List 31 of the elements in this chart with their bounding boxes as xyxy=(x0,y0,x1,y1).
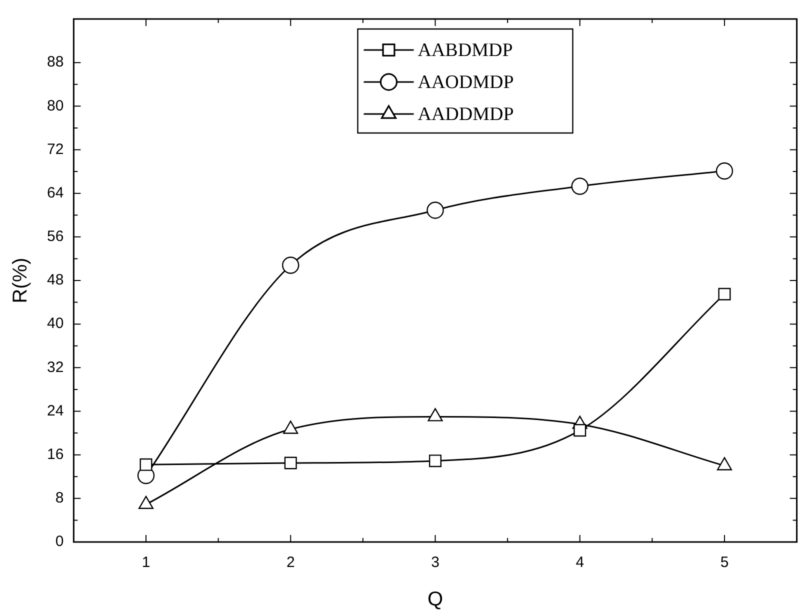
point xyxy=(140,458,152,471)
point xyxy=(428,454,442,468)
y-tick-label: 0 xyxy=(55,533,64,550)
x-axis-title: Q xyxy=(427,588,444,611)
y-tick-label: 32 xyxy=(46,358,64,376)
y-tick-label: 8 xyxy=(55,490,64,507)
y-tick-label: 48 xyxy=(46,272,64,289)
legend-label: AABDMDP xyxy=(418,40,513,61)
point xyxy=(574,424,586,437)
legend-label: AADDMDP xyxy=(418,104,514,125)
point xyxy=(571,178,588,195)
y-axis-title: R(%) xyxy=(10,258,32,304)
y-tick-label: 64 xyxy=(46,184,64,202)
point xyxy=(718,288,731,300)
y-tick-label: 88 xyxy=(46,54,64,71)
y-tick-label: 40 xyxy=(46,315,64,332)
x-tick-label: 3 xyxy=(431,554,440,572)
point xyxy=(284,456,297,470)
x-tick-label: 4 xyxy=(576,554,584,572)
y-tick-label: 80 xyxy=(46,97,64,114)
x-tick-label: 5 xyxy=(720,554,729,572)
y-tick-label: 24 xyxy=(46,402,64,420)
legend-label: AAODMDP xyxy=(418,72,514,93)
point xyxy=(426,202,444,219)
x-tick-label: 1 xyxy=(142,554,150,572)
point xyxy=(716,162,734,180)
point xyxy=(282,256,300,274)
x-tick-label: 2 xyxy=(286,554,295,572)
y-tick-label: 56 xyxy=(46,228,64,246)
y-tick-label: 16 xyxy=(46,446,64,463)
y-tick-label: 72 xyxy=(46,140,64,158)
